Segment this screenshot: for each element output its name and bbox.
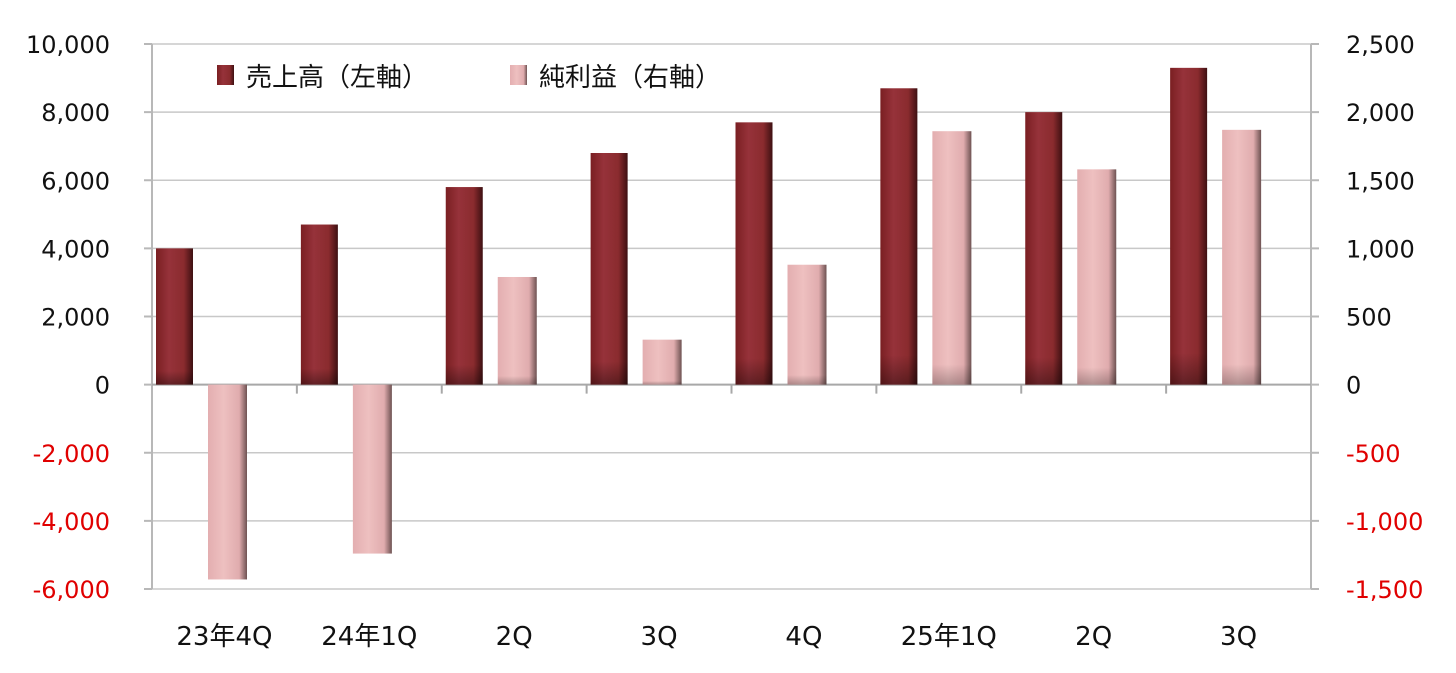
right-axis-tick-label: 1,000: [1346, 235, 1415, 263]
bar-profit-shade: [1077, 169, 1117, 385]
axes: [144, 43, 1319, 590]
bar-sales-shade: [445, 187, 483, 385]
category-label: 24年1Q: [321, 622, 417, 652]
right-axis-tick-label: 2,500: [1346, 31, 1415, 59]
bar-profit: [352, 384, 392, 554]
left-axis-tick-label: 4,000: [41, 235, 110, 263]
left-axis-tick-label: 6,000: [41, 167, 110, 195]
right-axis-tick-label: 0: [1346, 372, 1361, 400]
left-axis-tick-label: 10,000: [26, 31, 110, 59]
bar-profit-shade: [1222, 129, 1262, 385]
category-label: 4Q: [785, 622, 822, 652]
bar-sales-shade: [735, 122, 773, 385]
bar-sales-shade: [1170, 67, 1208, 385]
legend-swatch-sales: [217, 65, 234, 85]
bars: [156, 67, 1262, 580]
bar-profit-shade: [932, 131, 972, 385]
category-labels: 23年4Q 24年1Q 2Q 3Q 4Q 25年1Q 2Q 3Q: [176, 622, 1257, 652]
bar-profit-shade: [642, 339, 682, 385]
right-axis-tick-label: -1,500: [1346, 576, 1423, 604]
category-label: 2Q: [1075, 622, 1112, 652]
bar-sales-shade: [1025, 112, 1063, 385]
left-axis-tick-label: -4,000: [33, 508, 110, 536]
bar-profit-shade: [497, 276, 537, 385]
bar-profit: [208, 384, 247, 580]
category-label: 2Q: [496, 622, 533, 652]
legend-swatch-profit: [510, 65, 527, 85]
left-axis-tick-label: 8,000: [41, 99, 110, 127]
category-label: 23年4Q: [176, 622, 272, 652]
left-axis-tick-label: 2,000: [41, 304, 110, 332]
right-axis-tick-label: 500: [1346, 304, 1392, 332]
legend: 売上高（左軸） 純利益（右軸）: [217, 63, 721, 93]
right-axis-tick-labels: 2,500 2,000 1,500 1,000 500 0 -500 -1,000 -1,500: [1346, 31, 1423, 604]
bar-sales-shade: [880, 88, 918, 385]
bar-sales-shade: [156, 248, 193, 385]
right-axis-tick-label: -500: [1346, 440, 1400, 468]
category-label: 25年1Q: [901, 622, 997, 652]
legend-label-profit: 純利益（右軸）: [539, 63, 721, 93]
left-axis-tick-label: -2,000: [33, 440, 110, 468]
category-label: 3Q: [1220, 622, 1257, 652]
right-axis-tick-label: 1,500: [1346, 167, 1415, 195]
legend-item-sales: 売上高（左軸）: [217, 63, 428, 93]
right-axis-tick-label: -1,000: [1346, 508, 1423, 536]
left-axis-tick-label: 0: [95, 372, 110, 400]
category-label: 3Q: [641, 622, 678, 652]
legend-item-profit: 純利益（右軸）: [510, 63, 721, 93]
bar-profit-shade: [787, 264, 827, 385]
left-axis-tick-label: -6,000: [33, 576, 110, 604]
bar-sales-shade: [590, 153, 628, 385]
bar-sales-shade: [300, 224, 338, 385]
left-axis-tick-labels: 10,000 8,000 6,000 4,000 2,000 0 -2,000 -4,000 -…: [26, 31, 110, 604]
right-axis-tick-label: 2,000: [1346, 99, 1415, 127]
legend-label-sales: 売上高（左軸）: [246, 63, 428, 93]
